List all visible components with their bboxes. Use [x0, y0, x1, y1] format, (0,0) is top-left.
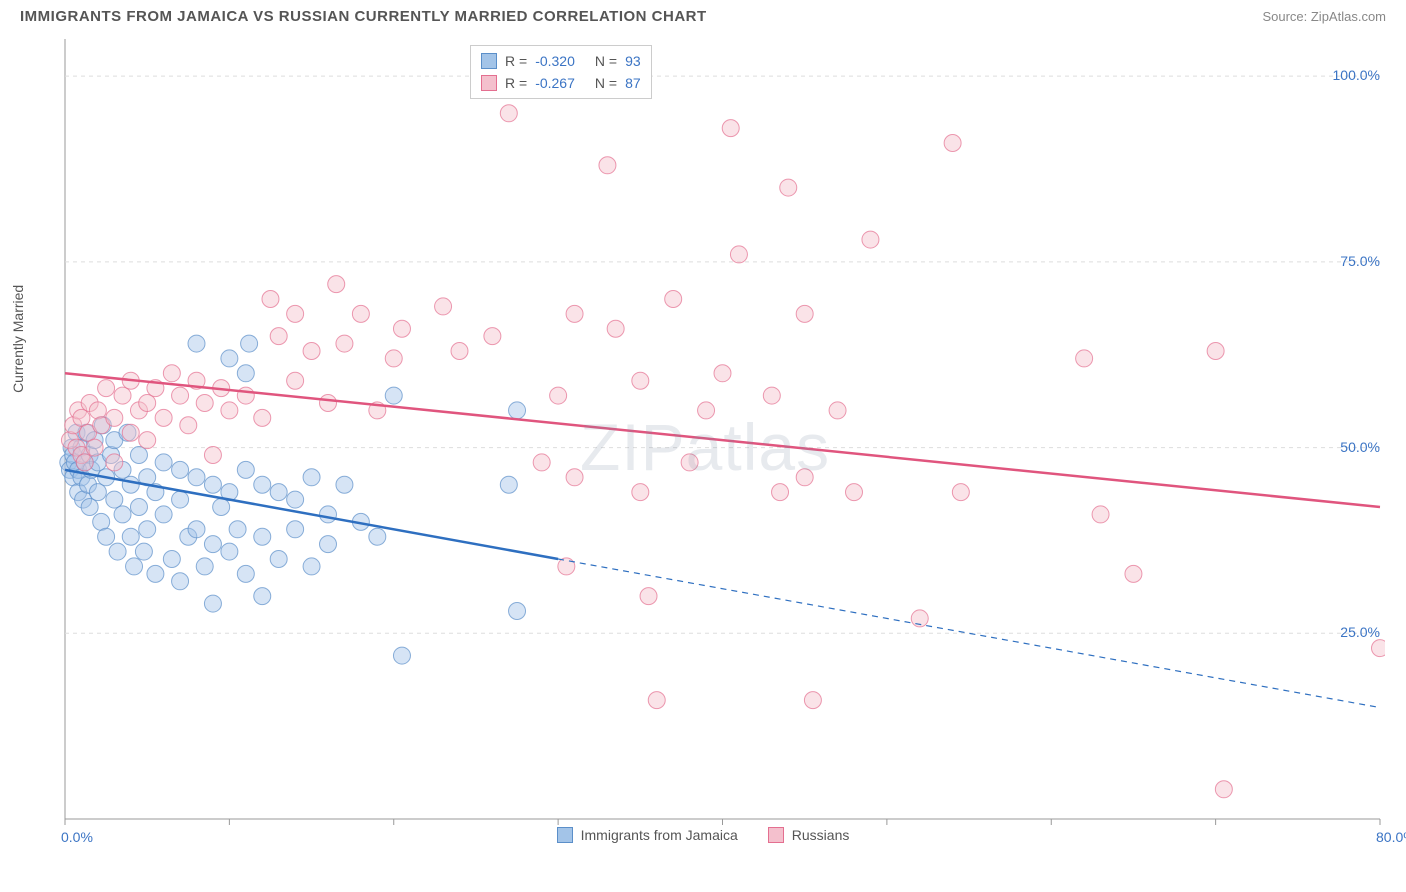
chart-title: IMMIGRANTS FROM JAMAICA VS RUSSIAN CURRE…	[20, 8, 707, 25]
series-legend: Immigrants from Jamaica Russians	[20, 827, 1386, 843]
legend-r-label: R =	[505, 50, 527, 72]
legend-n-value: 93	[625, 50, 641, 72]
y-tick-label: 75.0%	[1340, 253, 1380, 269]
legend-n-label: N =	[595, 50, 617, 72]
legend-swatch	[768, 827, 784, 843]
source-attribution: Source: ZipAtlas.com	[1262, 9, 1386, 24]
scatter-plot	[20, 29, 1385, 839]
legend-swatch	[481, 75, 497, 91]
chart-header: IMMIGRANTS FROM JAMAICA VS RUSSIAN CURRE…	[0, 0, 1406, 29]
legend-label: Immigrants from Jamaica	[581, 827, 738, 843]
legend-item: Immigrants from Jamaica	[557, 827, 738, 843]
legend-item: Russians	[768, 827, 850, 843]
legend-r-value: -0.320	[535, 50, 575, 72]
chart-area: Currently Married ZIPatlas R = -0.320N =…	[20, 29, 1386, 849]
correlation-legend: R = -0.320 N = 93 R = -0.267 N = 87	[470, 45, 652, 99]
legend-n-value: 87	[625, 72, 641, 94]
y-tick-label: 50.0%	[1340, 439, 1380, 455]
legend-n-label: N =	[595, 72, 617, 94]
legend-r-value: -0.267	[535, 72, 575, 94]
legend-r-label: R =	[505, 72, 527, 94]
legend-label: Russians	[792, 827, 850, 843]
legend-corr-row: R = -0.267 N = 87	[481, 72, 641, 94]
legend-swatch	[481, 53, 497, 69]
y-tick-label: 100.0%	[1333, 67, 1380, 83]
legend-corr-row: R = -0.320 N = 93	[481, 50, 641, 72]
y-tick-label: 25.0%	[1340, 624, 1380, 640]
legend-swatch	[557, 827, 573, 843]
